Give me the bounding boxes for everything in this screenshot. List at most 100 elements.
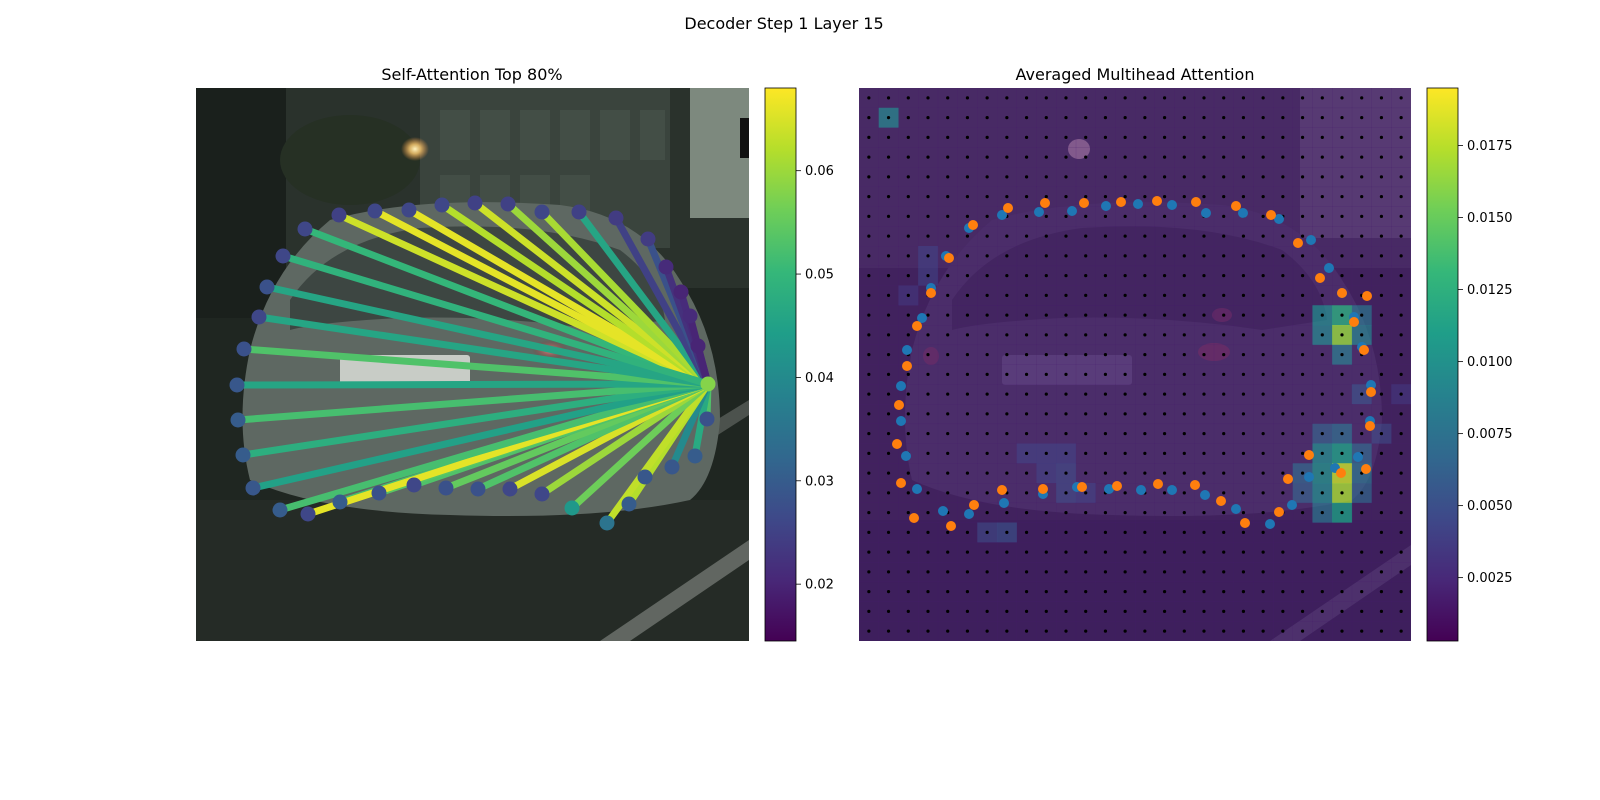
grid-dot bbox=[985, 550, 989, 554]
grid-dot bbox=[1024, 392, 1029, 396]
grid-dot bbox=[1123, 590, 1127, 594]
grid-dot bbox=[1005, 175, 1009, 179]
grid-dot bbox=[886, 313, 891, 317]
grid-dot bbox=[1261, 451, 1265, 455]
grid-dot bbox=[886, 432, 891, 436]
grid-dot bbox=[1340, 195, 1344, 199]
grid-dot bbox=[1360, 96, 1364, 100]
grid-dot bbox=[1320, 195, 1324, 199]
grid-dot bbox=[1202, 155, 1206, 159]
grid-dot bbox=[867, 451, 871, 455]
ground-truth-point bbox=[1274, 507, 1284, 517]
grid-dot bbox=[906, 274, 910, 278]
colorbar-tick-label: 0.02 bbox=[805, 578, 834, 593]
grid-dot bbox=[1162, 451, 1167, 455]
grid-dot bbox=[1103, 590, 1108, 594]
grid-dot bbox=[1379, 629, 1384, 633]
grid-dot bbox=[1222, 254, 1226, 258]
grid-dot bbox=[1024, 471, 1029, 475]
grid-dot bbox=[1182, 372, 1186, 376]
grid-dot bbox=[985, 333, 989, 337]
grid-dot bbox=[1064, 392, 1068, 396]
grid-dot bbox=[1005, 590, 1009, 594]
grid-dot bbox=[1162, 491, 1167, 495]
attention-node bbox=[332, 494, 348, 510]
grid-dot bbox=[1261, 234, 1265, 238]
grid-dot bbox=[946, 135, 950, 139]
attention-edge bbox=[576, 209, 711, 387]
grid-dot bbox=[906, 333, 910, 337]
grid-dot bbox=[1005, 116, 1009, 120]
grid-dot bbox=[1005, 451, 1009, 455]
grid-dot bbox=[1222, 96, 1226, 100]
grid-dot bbox=[946, 609, 950, 613]
grid-dot bbox=[1360, 590, 1364, 594]
grid-dot bbox=[965, 254, 970, 258]
grid-dot bbox=[1202, 590, 1206, 594]
grid-dot bbox=[1064, 471, 1068, 475]
grid-dot bbox=[1379, 412, 1384, 416]
grid-dot bbox=[1182, 511, 1186, 515]
grid-dot bbox=[1064, 313, 1068, 317]
grid-dot bbox=[946, 570, 950, 574]
grid-dot bbox=[1044, 530, 1048, 534]
grid-dot bbox=[1300, 629, 1305, 633]
attention-node bbox=[534, 486, 550, 502]
grid-dot bbox=[1064, 293, 1068, 297]
grid-dot bbox=[867, 471, 871, 475]
grid-dot bbox=[1300, 392, 1305, 396]
grid-dot bbox=[1222, 471, 1226, 475]
grid-dot bbox=[1044, 372, 1048, 376]
grid-dot bbox=[1360, 274, 1364, 278]
attention-node bbox=[331, 207, 347, 223]
predicted-point bbox=[1238, 208, 1248, 218]
grid-dot bbox=[1300, 550, 1305, 554]
grid-dot bbox=[1123, 175, 1127, 179]
grid-dot bbox=[906, 491, 910, 495]
attention-edge bbox=[237, 380, 709, 424]
predicted-point bbox=[1201, 208, 1211, 218]
grid-dot bbox=[1162, 372, 1167, 376]
grid-dot bbox=[1044, 511, 1048, 515]
grid-dot bbox=[886, 629, 891, 633]
grid-dot bbox=[1123, 214, 1127, 218]
grid-dot bbox=[965, 293, 970, 297]
grid-dot bbox=[1084, 155, 1088, 159]
grid-dot bbox=[965, 590, 970, 594]
grid-dot bbox=[1123, 570, 1127, 574]
grid-dot bbox=[1162, 570, 1167, 574]
grid-dot bbox=[1241, 392, 1246, 396]
attention-node bbox=[229, 377, 245, 393]
grid-dot bbox=[1281, 313, 1285, 317]
grid-dot bbox=[1340, 590, 1344, 594]
grid-dot bbox=[1044, 254, 1048, 258]
grid-dot bbox=[1300, 471, 1305, 475]
grid-dot bbox=[1379, 471, 1384, 475]
grid-dot bbox=[985, 214, 989, 218]
grid-dot bbox=[906, 412, 910, 416]
attention-node bbox=[571, 204, 587, 220]
grid-dot bbox=[1241, 116, 1246, 120]
grid-dot bbox=[1300, 333, 1305, 337]
grid-dot bbox=[1281, 333, 1285, 337]
grid-dot bbox=[1340, 511, 1344, 515]
grid-dot bbox=[1320, 372, 1324, 376]
grid-dot bbox=[985, 570, 989, 574]
grid-dot bbox=[946, 96, 950, 100]
ground-truth-point bbox=[1293, 238, 1303, 248]
attention-edge bbox=[612, 216, 712, 386]
grid-dot bbox=[946, 372, 950, 376]
ground-truth-point bbox=[1112, 481, 1122, 491]
grid-dot bbox=[886, 155, 891, 159]
grid-dot bbox=[1143, 609, 1147, 613]
grid-dot bbox=[1024, 432, 1029, 436]
right-colorbar-ticks: 0.0025 0.0050 0.0075 0.0100 0.0125 0.0150 0.01… bbox=[1458, 139, 1513, 586]
grid-dot bbox=[886, 254, 891, 258]
grid-dot bbox=[1202, 530, 1206, 534]
attention-node bbox=[438, 480, 454, 496]
grid-dot bbox=[946, 491, 950, 495]
grid-dot bbox=[1064, 570, 1068, 574]
grid-dot bbox=[965, 550, 970, 554]
grid-dot bbox=[1162, 550, 1167, 554]
grid-dot bbox=[1340, 135, 1344, 139]
